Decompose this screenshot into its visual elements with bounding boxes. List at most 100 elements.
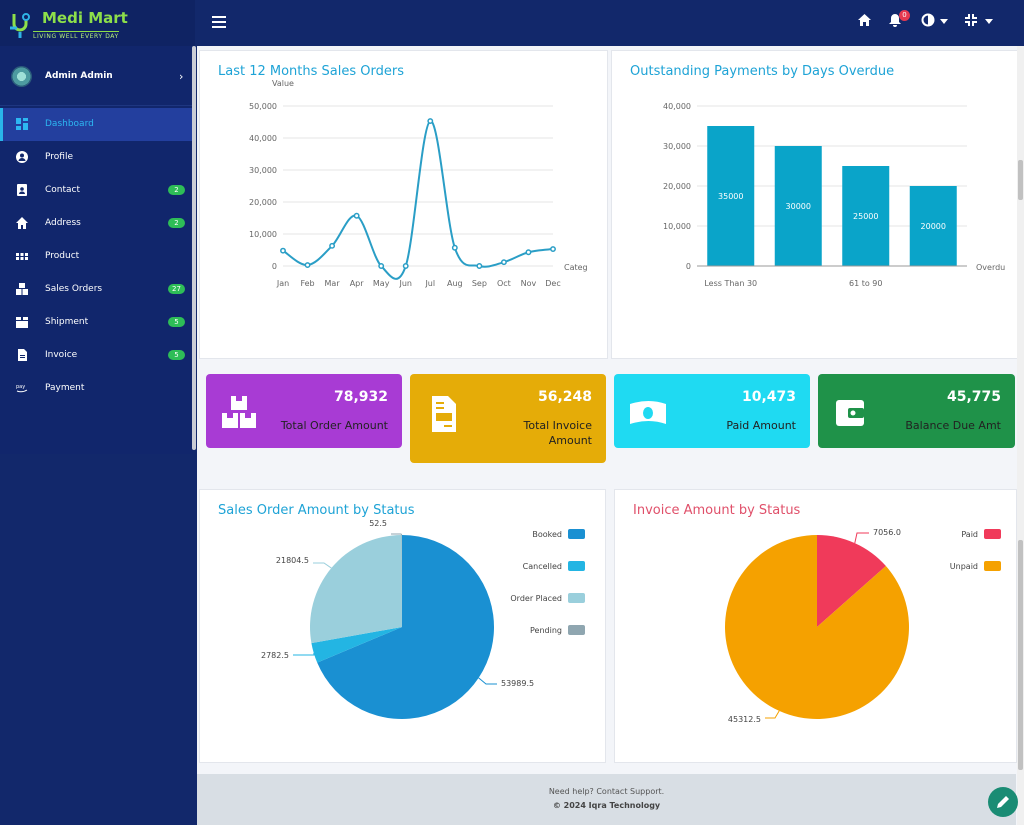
- x-tick-label: Less Than 30: [704, 279, 757, 288]
- sidebar-item-shipment[interactable]: Shipment 5: [0, 306, 193, 339]
- leader-line: [854, 532, 869, 544]
- x-tick-label: Apr: [350, 279, 365, 288]
- data-point: [476, 263, 483, 269]
- legend-label: Cancelled: [523, 562, 562, 571]
- compress-caret-icon[interactable]: [985, 19, 993, 24]
- sidebar-item-payment[interactable]: pay Payment: [0, 372, 193, 405]
- pie-slice: [310, 535, 402, 644]
- data-point: [402, 263, 409, 269]
- stat-tile-balance-due[interactable]: 45,775 Balance Due Amt: [818, 374, 1015, 448]
- legend-swatch: [568, 593, 585, 603]
- sidebar-item-contact[interactable]: Contact 2: [0, 174, 193, 207]
- sidebar-panel: Admin Admin › Dashboard Profile Contact …: [0, 46, 193, 454]
- footer: Need help? Contact Support. © 2024 Iqra …: [197, 774, 1016, 825]
- chart-title: Sales Order Amount by Status: [218, 503, 415, 518]
- sidebar-item-label: Sales Orders: [45, 284, 103, 294]
- sales-order-pie-chart: 53989.5 Booked 2782.5 Cancelled 21804.5 Order…: [261, 519, 585, 719]
- legend-swatch: [568, 625, 585, 635]
- data-point: [500, 259, 507, 266]
- sidebar-item-label: Payment: [45, 383, 85, 393]
- compress-icon[interactable]: [964, 13, 978, 27]
- menu-toggle-icon[interactable]: [212, 16, 226, 28]
- x-tick-label: Sep: [472, 279, 487, 288]
- sidebar-item-profile[interactable]: Profile: [0, 141, 193, 174]
- contact-icon: [17, 184, 27, 196]
- sidebar-item-address[interactable]: Address 2: [0, 207, 193, 240]
- chevron-right-icon[interactable]: ›: [179, 70, 184, 83]
- page-scrollbar-track[interactable]: [1017, 46, 1024, 825]
- count-badge: 2: [168, 185, 185, 195]
- x-tick-label: Nov: [521, 279, 537, 288]
- legend-label: Paid: [961, 530, 978, 539]
- sidebar-scrollbar[interactable]: [192, 46, 196, 450]
- stat-tile-total-order[interactable]: 78,932 Total Order Amount: [206, 374, 402, 448]
- stat-tile-paid-amount[interactable]: 10,473 Paid Amount: [614, 374, 810, 448]
- pie-slice: [725, 535, 909, 719]
- sidebar-item-invoice[interactable]: Invoice 5: [0, 339, 193, 372]
- support-link[interactable]: Need help? Contact Support.: [548, 787, 665, 796]
- leader-line: [478, 677, 497, 685]
- y-tick-label: 10,000: [249, 230, 277, 239]
- legend-swatch: [984, 529, 1001, 539]
- home-icon[interactable]: [857, 13, 872, 27]
- page-scrollbar-thumb[interactable]: [1018, 540, 1023, 770]
- x-axis-label: Overdu: [976, 263, 1005, 272]
- user-panel[interactable]: Admin Admin ›: [0, 46, 193, 106]
- boxes-icon: [222, 396, 256, 428]
- stat-value: 45,775: [946, 389, 1001, 405]
- user-icon: [16, 151, 28, 163]
- sidebar-item-label: Dashboard: [45, 119, 94, 129]
- data-point: [329, 242, 336, 249]
- copyright-text: © 2024 Iqra Technology: [552, 801, 661, 810]
- stat-value: 78,932: [333, 389, 388, 405]
- y-tick-label: 50,000: [249, 102, 277, 111]
- sidebar-item-sales-orders[interactable]: Sales Orders 27: [0, 273, 193, 306]
- user-name: Admin Admin: [45, 71, 113, 81]
- x-tick-label: Dec: [545, 279, 560, 288]
- legend-label: Pending: [530, 626, 562, 635]
- sidebar-item-label: Shipment: [45, 317, 89, 327]
- wallet-icon: [836, 400, 864, 426]
- brand-name: Medi Mart: [42, 9, 128, 27]
- chart-title: Invoice Amount by Status: [633, 503, 801, 518]
- sidebar-item-label: Invoice: [45, 350, 78, 360]
- x-tick-label: Jan: [276, 279, 289, 288]
- edit-button[interactable]: [988, 787, 1018, 817]
- legend-swatch: [568, 561, 585, 571]
- boxes-icon: [16, 283, 28, 295]
- sidebar-item-dashboard[interactable]: Dashboard: [0, 108, 193, 141]
- pie-slice: [311, 627, 402, 663]
- outstanding-payments-bar-chart-card: Outstanding Payments by Days Overdue 0 10…: [611, 50, 1018, 359]
- bell-icon[interactable]: [888, 13, 902, 28]
- home-icon: [16, 217, 28, 229]
- bar-data-label: 35000: [718, 192, 743, 201]
- stat-tile-total-invoice[interactable]: 56,248 Total Invoice Amount: [410, 374, 606, 463]
- panel-scrollbar-thumb[interactable]: [1018, 160, 1023, 200]
- theme-caret-icon[interactable]: [940, 19, 948, 24]
- bar-chart: 0 10,000 20,000 30,000 40,000 35000 Less Than …: [663, 102, 1005, 288]
- bar: [707, 126, 755, 266]
- data-point: [427, 118, 434, 124]
- sidebar-item-product[interactable]: Product: [0, 240, 193, 273]
- slice-value-label: 2782.5: [261, 651, 289, 660]
- brand-tagline: LIVING WELL EVERY DAY: [33, 31, 119, 40]
- brand[interactable]: Medi Mart LIVING WELL EVERY DAY: [0, 0, 195, 46]
- y-tick-label: 20,000: [249, 198, 277, 207]
- notification-badge: 0: [899, 10, 910, 21]
- y-tick-label: 0: [272, 262, 277, 271]
- pencil-icon: [997, 796, 1009, 808]
- sidebar-nav: Dashboard Profile Contact 2 Address 2 Pr…: [0, 108, 193, 405]
- y-axis-label: Value: [272, 79, 294, 88]
- legend-swatch: [568, 529, 585, 539]
- leader-line: [765, 710, 780, 719]
- sidebar-item-label: Contact: [45, 185, 81, 195]
- theme-toggle-icon[interactable]: [921, 13, 935, 27]
- sidebar-item-label: Profile: [45, 152, 73, 162]
- legend-label: Booked: [532, 530, 562, 539]
- banknote-icon: [630, 401, 666, 424]
- stat-label: Balance Due Amt: [905, 419, 1001, 432]
- bar-data-label: 25000: [853, 212, 878, 221]
- y-tick-label: 30,000: [249, 166, 277, 175]
- chart-title: Last 12 Months Sales Orders: [218, 64, 404, 79]
- legend-swatch: [984, 561, 1001, 571]
